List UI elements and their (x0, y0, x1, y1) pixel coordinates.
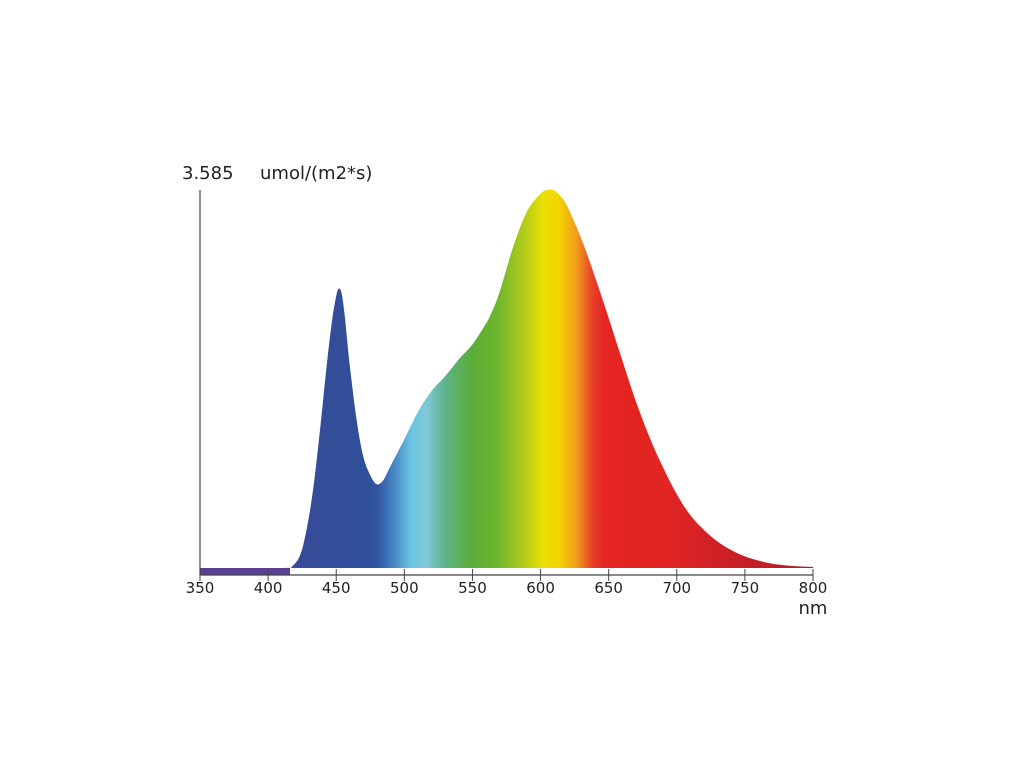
y-max-label: 3.585 (182, 163, 234, 184)
x-tick-label-800: 800 (799, 579, 828, 597)
x-axis-ticks: 350 400 450 500 550 600 650 700 750 800 (186, 569, 828, 597)
x-tick-label-750: 750 (731, 579, 760, 597)
x-axis-label: nm (799, 598, 828, 619)
x-tick-label-600: 600 (526, 579, 555, 597)
spectrum-area (200, 189, 813, 568)
y-axis-label: umol/(m2*s) (260, 163, 372, 184)
x-tick-label-450: 450 (322, 579, 351, 597)
x-tick-label-400: 400 (254, 579, 283, 597)
x-tick-label-350: 350 (186, 579, 215, 597)
x-tick-label-500: 500 (390, 579, 419, 597)
uv-band (200, 568, 290, 575)
x-tick-label-550: 550 (458, 579, 487, 597)
x-tick-label-700: 700 (662, 579, 691, 597)
x-tick-label-650: 650 (594, 579, 623, 597)
